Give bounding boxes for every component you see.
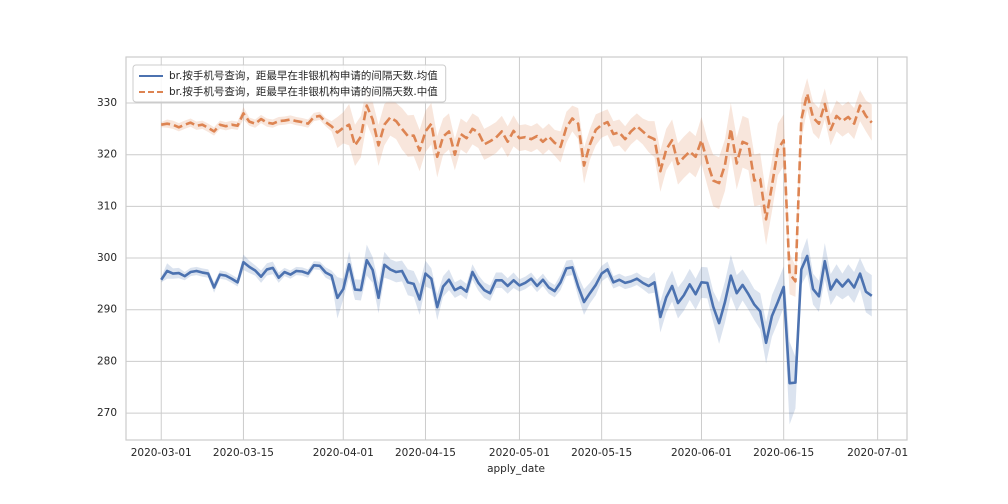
y-tick-label: 330 [97, 97, 117, 109]
y-tick-label: 320 [97, 149, 117, 161]
legend-label: br.按手机号查询，距最早在非银机构申请的间隔天数.均值 [169, 69, 438, 82]
x-tick-label: 2020-06-01 [671, 447, 732, 459]
legend: br.按手机号查询，距最早在非银机构申请的间隔天数.均值 br.按手机号查询，距最… [132, 64, 447, 103]
y-tick-label: 310 [97, 200, 117, 212]
x-tick-label: 2020-05-01 [489, 447, 550, 459]
x-axis-label: apply_date [487, 463, 545, 475]
legend-label: br.按手机号查询，距最早在非银机构申请的间隔天数.中值 [169, 85, 438, 98]
x-tick-label: 2020-06-15 [753, 447, 814, 459]
x-tick-label: 2020-03-15 [213, 447, 274, 459]
y-tick-label: 270 [97, 407, 117, 419]
x-tick-label: 2020-05-15 [571, 447, 632, 459]
series-line [160, 254, 873, 385]
x-tick-label: 2020-04-01 [313, 447, 374, 459]
x-tick-label: 2020-03-01 [131, 447, 192, 459]
x-tick-label: 2020-07-01 [847, 447, 908, 459]
y-tick-label: 280 [97, 355, 117, 367]
confidence-band [161, 237, 872, 425]
legend-box [132, 64, 447, 103]
x-tick-label: 2020-04-15 [395, 447, 456, 459]
y-tick-label: 300 [97, 252, 117, 264]
y-tick-label: 290 [97, 304, 117, 316]
series-line [161, 92, 873, 283]
plot-frame [125, 56, 908, 441]
